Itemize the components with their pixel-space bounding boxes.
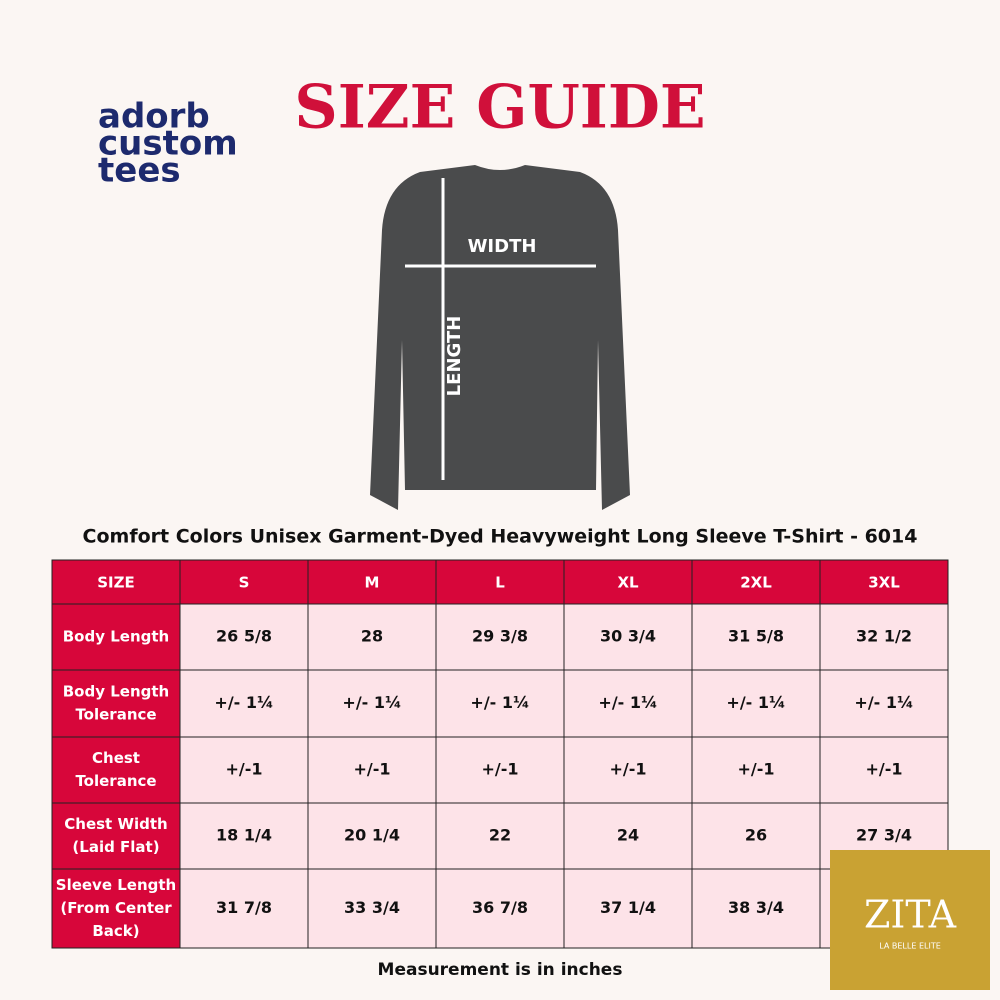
cell-value: +/-1 — [737, 760, 774, 779]
row-label: Back) — [92, 922, 139, 940]
cell-value: +/- 1¼ — [598, 693, 657, 712]
row-label: Sleeve Length — [56, 876, 176, 894]
row-label-cell — [51, 736, 181, 804]
cell-value: 33 3/4 — [344, 898, 400, 917]
body-cell — [819, 736, 949, 804]
cell-value: 37 1/4 — [600, 898, 656, 917]
row-label: Chest — [92, 749, 140, 767]
row-label-cell — [51, 669, 181, 738]
body-cell — [307, 802, 437, 870]
row-label: Body Length — [63, 683, 169, 701]
header-cell — [819, 559, 949, 605]
body-cell — [563, 802, 693, 870]
watermark-name: ZITA — [864, 893, 957, 937]
cell-value: 26 — [745, 826, 767, 845]
body-cell — [819, 669, 949, 738]
body-cell — [691, 802, 821, 870]
row-label: (Laid Flat) — [72, 838, 159, 856]
body-cell — [435, 802, 565, 870]
cell-value: 24 — [617, 826, 639, 845]
header-cell — [691, 559, 821, 605]
cell-value: 28 — [361, 627, 383, 646]
body-cell — [563, 868, 693, 949]
cell-value: 26 5/8 — [216, 627, 272, 646]
body-cell — [563, 603, 693, 671]
header-text: XL — [617, 574, 639, 592]
row-label: Tolerance — [75, 772, 156, 790]
cell-value: 30 3/4 — [600, 627, 656, 646]
row-label: Tolerance — [75, 706, 156, 724]
body-cell — [563, 736, 693, 804]
cell-value: 36 7/8 — [472, 898, 528, 917]
footer-note: Measurement is in inches — [378, 960, 623, 980]
watermark-tagline: LA BELLE ELITE — [879, 942, 941, 951]
body-cell — [179, 802, 309, 870]
width-label: WIDTH — [468, 236, 537, 257]
header-text: 3XL — [868, 574, 900, 592]
body-cell — [307, 736, 437, 804]
row-label: Body Length — [63, 628, 169, 646]
header-text: 2XL — [740, 574, 772, 592]
cell-value: 27 3/4 — [856, 826, 912, 845]
header-text: L — [495, 574, 505, 592]
header-cell — [307, 559, 437, 605]
body-cell — [435, 736, 565, 804]
cell-value: 32 1/2 — [856, 627, 912, 646]
body-cell — [307, 603, 437, 671]
body-cell — [179, 736, 309, 804]
cell-value: 38 3/4 — [728, 898, 784, 917]
cell-value: +/-1 — [353, 760, 390, 779]
body-cell — [179, 868, 309, 949]
body-cell — [179, 669, 309, 738]
header-text: S — [239, 574, 250, 592]
cell-value: +/-1 — [609, 760, 646, 779]
logo-line: adorb — [98, 97, 210, 137]
cell-value: 22 — [489, 826, 511, 845]
body-cell — [307, 669, 437, 738]
row-label-cell — [51, 868, 181, 949]
cell-value: 29 3/8 — [472, 627, 528, 646]
cell-value: +/- 1¼ — [854, 693, 913, 712]
row-label: Chest Width — [64, 815, 167, 833]
cell-value: 18 1/4 — [216, 826, 272, 845]
length-label: LENGTH — [444, 316, 465, 397]
watermark-box — [830, 850, 990, 990]
cell-value: +/-1 — [865, 760, 902, 779]
body-cell — [691, 736, 821, 804]
cell-value: 31 7/8 — [216, 898, 272, 917]
cell-value: +/- 1¼ — [214, 693, 273, 712]
cell-value: +/- 1¼ — [726, 693, 785, 712]
row-label-cell — [51, 603, 181, 671]
body-cell — [691, 669, 821, 738]
row-label: (From Center — [60, 899, 172, 917]
cell-value: +/-1 — [225, 760, 262, 779]
cell-value: +/- 1¼ — [342, 693, 401, 712]
cell-value: 20 1/4 — [344, 826, 400, 845]
logo: adorb custom tees — [98, 97, 238, 191]
header-text: M — [365, 574, 380, 592]
logo-line: tees — [98, 151, 181, 191]
product-name: Comfort Colors Unisex Garment-Dyed Heavy… — [83, 526, 918, 548]
cell-value: +/- 1¼ — [470, 693, 529, 712]
body-cell — [179, 603, 309, 671]
title: SIZE GUIDE — [294, 73, 705, 143]
header-text: SIZE — [97, 574, 135, 592]
size-table: SIZE S M L XL 2XL 3XL Body Length 26 5/8 28 29 3/8… — [51, 559, 949, 949]
cell-value: +/-1 — [481, 760, 518, 779]
shirt — [370, 165, 630, 510]
cell-value: 31 5/8 — [728, 627, 784, 646]
body-cell — [435, 603, 565, 671]
row-label-cell — [51, 802, 181, 870]
body-cell — [307, 868, 437, 949]
logo-line: custom — [98, 124, 238, 164]
